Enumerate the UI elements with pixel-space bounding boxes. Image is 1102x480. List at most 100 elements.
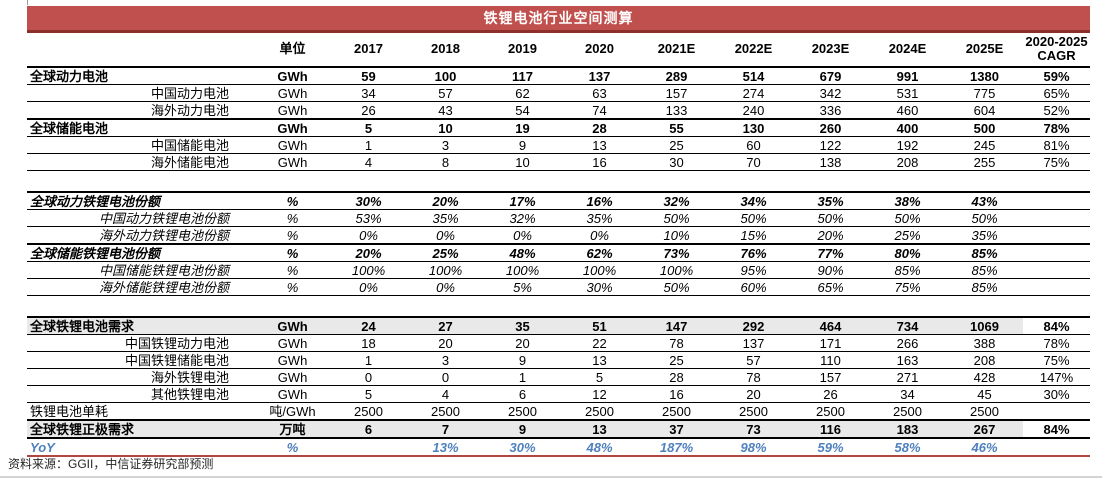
table-row: 海外储能铁锂电池份额% 0% 0% 5% 30% 50% 60% 65% 75% 85% bbox=[27, 278, 1090, 296]
row-label-cell: 全球铁锂电池需求 bbox=[27, 316, 255, 335]
value-cell: 604 bbox=[946, 101, 1023, 120]
value-cell: 18 bbox=[330, 334, 407, 352]
value-cell: 13 bbox=[561, 419, 638, 439]
table-title: 铁锂电池行业空间测算 bbox=[27, 6, 1090, 33]
value-cell: 137 bbox=[561, 66, 638, 85]
table-row: 铁锂电池单耗 吨/GWh 2500 2500 2500 2500 2500 2500 2500 2… bbox=[27, 402, 1090, 421]
value-cell: 35% bbox=[946, 226, 1023, 245]
value-cell: 734 bbox=[869, 316, 946, 335]
value-cell: 9 bbox=[484, 136, 561, 154]
unit-cell: GWh bbox=[255, 368, 330, 386]
value-cell: 2500 bbox=[946, 402, 1023, 421]
value-cell: 34 bbox=[869, 385, 946, 403]
cagr-cell bbox=[1023, 243, 1090, 262]
table-row: 全球铁锂正极需求 万吨 6 7 9 13 37 73 116 183 267 84% bbox=[27, 419, 1090, 439]
value-cell bbox=[638, 170, 715, 192]
value-cell: 20 bbox=[484, 334, 561, 352]
row-label-cell: 中国动力电池 bbox=[27, 84, 255, 102]
value-cell: 274 bbox=[715, 84, 792, 102]
value-cell: 60 bbox=[715, 136, 792, 154]
table-row: 全球储能铁锂电池份额% 20% 25% 48% 62% 73% 76% 77% 80% 85% bbox=[27, 243, 1090, 262]
unit-cell bbox=[255, 170, 330, 192]
value-cell: 46% bbox=[946, 437, 1023, 457]
value-cell bbox=[869, 170, 946, 192]
value-cell bbox=[407, 295, 484, 317]
cagr-cell: 84% bbox=[1023, 316, 1090, 335]
value-cell: 2500 bbox=[561, 402, 638, 421]
unit-cell: % bbox=[255, 226, 330, 245]
table-row: 海外储能电池 GWh 4 8 10 16 30 70 138 208 255 75% bbox=[27, 153, 1090, 171]
value-cell: 991 bbox=[869, 66, 946, 85]
value-cell bbox=[484, 295, 561, 317]
value-cell bbox=[946, 170, 1023, 192]
value-cell: 110 bbox=[792, 351, 869, 369]
value-cell: 2500 bbox=[792, 402, 869, 421]
row-label-cell: 海外储能电池 bbox=[27, 153, 255, 171]
value-cell: 192 bbox=[869, 136, 946, 154]
value-cell: 133 bbox=[638, 101, 715, 120]
value-cell: 137 bbox=[715, 334, 792, 352]
value-cell: 85% bbox=[946, 243, 1023, 262]
value-cell: 85% bbox=[869, 261, 946, 279]
value-cell: 0% bbox=[330, 278, 407, 296]
header-year-cell: 2025E bbox=[946, 33, 1023, 68]
unit-cell: GWh bbox=[255, 316, 330, 335]
table-row: 中国动力电池 GWh 34 57 62 63 157 274 342 531 775 65% bbox=[27, 84, 1090, 102]
table-row: 全球铁锂电池需求 GWh 24 27 35 51 147 292 464 734 1069 84% bbox=[27, 316, 1090, 335]
forecast-data-table: 单位 2017 2018 2019 2020 2021E 2022E 2023E 2024E 20… bbox=[27, 33, 1090, 457]
value-cell: 34 bbox=[330, 84, 407, 102]
unit-cell: GWh bbox=[255, 153, 330, 171]
value-cell: 37 bbox=[638, 419, 715, 439]
value-cell: 78 bbox=[715, 368, 792, 386]
value-cell: 289 bbox=[638, 66, 715, 85]
value-cell bbox=[946, 295, 1023, 317]
value-cell: 73% bbox=[638, 243, 715, 262]
value-cell: 6 bbox=[484, 385, 561, 403]
value-cell: 7 bbox=[407, 419, 484, 439]
value-cell: 75% bbox=[869, 278, 946, 296]
header-year-cell: 2019 bbox=[484, 33, 561, 68]
value-cell: 15% bbox=[715, 226, 792, 245]
value-cell: 10% bbox=[638, 226, 715, 245]
value-cell: 30% bbox=[484, 437, 561, 457]
value-cell: 16% bbox=[561, 191, 638, 210]
table-row: 全球储能电池 GWh 5 10 19 28 55 130 260 400 500 78% bbox=[27, 118, 1090, 137]
value-cell: 78 bbox=[638, 334, 715, 352]
header-year-cell: 2020 bbox=[561, 33, 638, 68]
cagr-cell bbox=[1023, 191, 1090, 210]
value-cell: 2500 bbox=[330, 402, 407, 421]
row-label-cell: 全球储能电池 bbox=[27, 118, 255, 137]
value-cell: 122 bbox=[792, 136, 869, 154]
value-cell: 100 bbox=[407, 66, 484, 85]
value-cell: 62 bbox=[484, 84, 561, 102]
value-cell: 38% bbox=[869, 191, 946, 210]
value-cell: 1380 bbox=[946, 66, 1023, 85]
value-cell: 28 bbox=[638, 368, 715, 386]
value-cell: 24 bbox=[330, 316, 407, 335]
unit-cell: % bbox=[255, 261, 330, 279]
row-label-cell: 中国储能电池 bbox=[27, 136, 255, 154]
cagr-cell bbox=[1023, 209, 1090, 227]
industry-forecast-table: 铁锂电池行业空间测算 单位 2017 2018 2019 2020 2021E 2022E 2… bbox=[27, 6, 1090, 457]
table-row bbox=[27, 295, 1090, 317]
table-row: 海外铁锂电池 GWh 0 0 1 5 28 78 157 271 428 147% bbox=[27, 368, 1090, 386]
value-cell: 65% bbox=[792, 278, 869, 296]
cagr-cell: 59% bbox=[1023, 66, 1090, 85]
value-cell: 57 bbox=[715, 351, 792, 369]
value-cell: 20% bbox=[792, 226, 869, 245]
value-cell: 26 bbox=[330, 101, 407, 120]
page-divider bbox=[0, 476, 1102, 478]
value-cell: 12 bbox=[561, 385, 638, 403]
value-cell: 50% bbox=[638, 278, 715, 296]
unit-cell: 吨/GWh bbox=[255, 402, 330, 421]
row-label-cell: 其他铁锂电池 bbox=[27, 385, 255, 403]
value-cell: 16 bbox=[561, 153, 638, 171]
value-cell: 775 bbox=[946, 84, 1023, 102]
value-cell: 25 bbox=[638, 351, 715, 369]
value-cell: 157 bbox=[792, 368, 869, 386]
value-cell: 2500 bbox=[715, 402, 792, 421]
value-cell: 464 bbox=[792, 316, 869, 335]
row-label-cell: 全球动力铁锂电池份额 bbox=[27, 191, 255, 210]
table-row: 海外动力电池 GWh 26 43 54 74 133 240 336 460 604 52% bbox=[27, 101, 1090, 120]
value-cell: 45 bbox=[946, 385, 1023, 403]
